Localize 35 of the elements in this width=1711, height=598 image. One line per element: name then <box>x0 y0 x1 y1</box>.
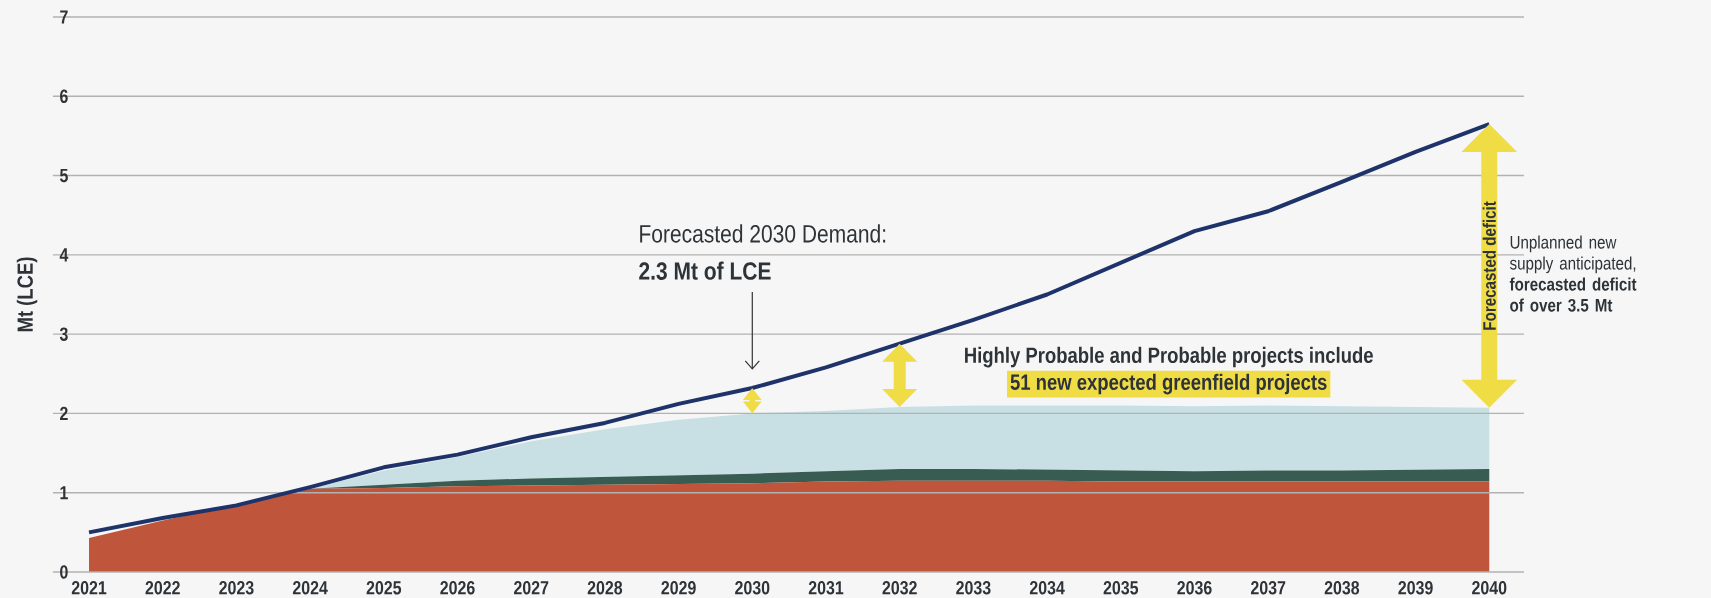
x-tick-label: 2021 <box>71 581 107 595</box>
y-tick-label: 3 <box>59 327 68 341</box>
y-tick-label: 0 <box>60 565 68 579</box>
x-tick-label: 2029 <box>661 581 696 595</box>
y-tick-label: 2 <box>60 406 68 421</box>
x-tick-label: 2034 <box>1029 581 1065 595</box>
x-tick-label: 2040 <box>1472 581 1507 595</box>
x-tick-label: 2037 <box>1250 581 1286 595</box>
x-tick-label: 2030 <box>735 581 770 595</box>
x-tick-label: 2023 <box>219 581 254 595</box>
x-tick-label: 2033 <box>956 581 991 595</box>
y-tick-label: 4 <box>59 248 69 262</box>
x-tick-label: 2031 <box>808 581 844 595</box>
annotation: Highly Probable and Probable projects include <box>965 346 1373 368</box>
annotation: Forecasted 2030 Demand: <box>640 224 886 243</box>
y-tick-label: 6 <box>60 89 68 104</box>
x-tick-label: 2025 <box>366 581 402 595</box>
x-tick-label: 2027 <box>514 581 549 595</box>
y-tick-label: 7 <box>60 10 68 24</box>
x-tick-label: 2036 <box>1177 581 1212 595</box>
annotation: Unplanned new supply anticipated, forecasted deficit of over 3.5 Mt <box>1509 235 1637 312</box>
annotation: Forecasted deficit <box>1482 201 1496 330</box>
x-tick-label: 2022 <box>145 581 180 595</box>
y-tick-label: 1 <box>60 486 68 500</box>
y-axis-title: Mt (LCE) <box>16 257 38 332</box>
annotation: 51 new expected greenfield projects <box>1010 373 1327 395</box>
x-tick-label: 2026 <box>440 581 475 595</box>
x-tick-label: 2028 <box>587 581 623 595</box>
x-tick-label: 2039 <box>1398 581 1433 595</box>
x-tick-label: 2032 <box>882 581 917 595</box>
annotation: 2.3 Mt of LCE <box>639 261 771 280</box>
x-tick-label: 2035 <box>1103 581 1139 595</box>
x-tick-label: 2038 <box>1324 581 1360 595</box>
x-tick-label: 2024 <box>292 581 328 595</box>
y-tick-label: 5 <box>59 168 68 183</box>
